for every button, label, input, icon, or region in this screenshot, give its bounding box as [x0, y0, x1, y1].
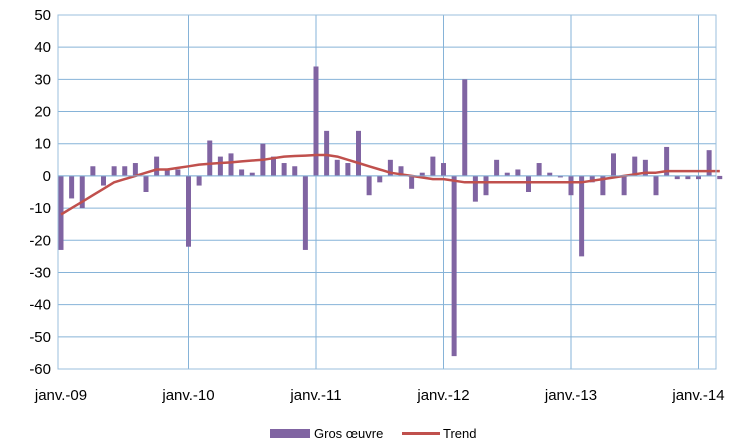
bar: [186, 175, 191, 247]
x-tick-label: janv.-13: [544, 387, 597, 404]
bar: [111, 166, 117, 176]
bar: [611, 153, 616, 176]
bar: [313, 66, 319, 176]
bar: [547, 172, 553, 176]
bar: [419, 172, 425, 176]
bar: [143, 175, 149, 192]
x-tick-label: janv.-10: [161, 387, 214, 404]
bar: [281, 163, 287, 176]
y-tick-label: -50: [29, 329, 51, 346]
plot-frame: [57, 14, 717, 370]
bar: [154, 156, 160, 176]
grid-lines: [58, 14, 716, 370]
bar: [132, 163, 138, 176]
bar: [515, 169, 521, 176]
y-tick-label: -10: [29, 200, 51, 217]
bar: [324, 130, 330, 176]
bar: [717, 175, 723, 180]
legend-bar-label: Gros œuvre: [314, 426, 383, 441]
bar: [122, 166, 128, 176]
bar: [472, 175, 478, 202]
bar: [494, 159, 500, 176]
y-tick-label: 30: [34, 71, 51, 88]
bar: [483, 175, 489, 196]
bar: [101, 175, 106, 186]
y-tick-label: 50: [34, 7, 51, 24]
x-tick-label: janv.-09: [34, 387, 87, 404]
bar: [579, 175, 585, 257]
bar: [345, 163, 351, 176]
bar: [58, 175, 64, 250]
legend-bar-swatch: [270, 429, 310, 438]
legend-line-label: Trend: [443, 426, 476, 441]
bar: [334, 159, 340, 176]
bar: [621, 175, 627, 196]
y-tick-label: 20: [34, 104, 51, 121]
bar: [196, 175, 202, 186]
x-tick-label: janv.-11: [289, 387, 341, 404]
bar: [536, 163, 542, 176]
bar: [642, 159, 648, 176]
y-tick-label: 40: [34, 39, 51, 56]
bar: [664, 146, 670, 176]
bar: [69, 175, 75, 199]
bar: [292, 166, 298, 176]
y-tick-label: 0: [43, 168, 51, 185]
bar: [589, 175, 595, 183]
bar: [387, 159, 393, 176]
bar: [674, 175, 680, 180]
bar: [79, 175, 85, 209]
bar: [356, 130, 361, 176]
bar: [600, 175, 606, 196]
bar: [217, 156, 223, 176]
bar: [685, 175, 691, 180]
bar: [228, 153, 234, 176]
axes-group: -60 -50 -40 -30 -20 -10 0 10 20 30 40 50 janv.-09 jan…: [29, 7, 724, 404]
bar: [568, 175, 574, 196]
trend-line: [60, 153, 720, 216]
y-tick-label: -30: [29, 264, 51, 281]
y-tick-label: 10: [34, 136, 51, 153]
bar: [451, 175, 457, 357]
bar: [632, 156, 638, 176]
bar: [302, 175, 308, 250]
bar: [366, 175, 372, 196]
y-tick-label: -20: [29, 232, 51, 249]
bar: [207, 140, 213, 176]
y-tick-label: -60: [29, 361, 51, 378]
x-tick-label: janv.-14: [671, 387, 724, 404]
bar: [430, 156, 436, 176]
bar: [409, 175, 415, 189]
bar: [271, 156, 276, 176]
bar: [706, 150, 712, 176]
bar: [504, 172, 510, 176]
bar: [164, 169, 170, 176]
bar: [239, 169, 245, 176]
bar: [557, 175, 563, 178]
trend-group: [60, 153, 720, 216]
bar: [462, 79, 468, 176]
bar: [441, 163, 446, 176]
bar: [90, 166, 96, 176]
bar: [249, 172, 255, 176]
bar: [398, 166, 404, 176]
legend: Gros œuvre Trend: [270, 426, 476, 441]
bar: [653, 175, 659, 196]
bar: [696, 175, 701, 180]
bar: [175, 169, 181, 176]
bar: [377, 175, 383, 183]
bar: [526, 175, 531, 192]
y-tick-label: -40: [29, 297, 51, 314]
x-tick-label: janv.-12: [416, 387, 469, 404]
bars-group: [58, 66, 723, 357]
